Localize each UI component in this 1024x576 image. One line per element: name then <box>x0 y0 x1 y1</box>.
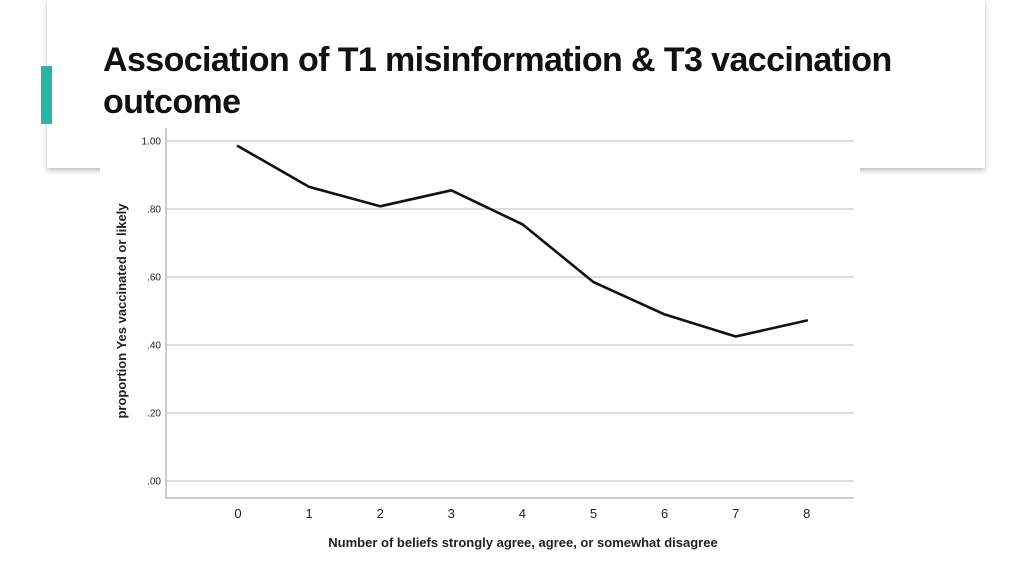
y-tick-label: 1.00 <box>142 137 162 148</box>
y-tick-label: .20 <box>147 409 161 420</box>
series-line <box>236 144 809 338</box>
x-tick-label: 8 <box>803 506 810 521</box>
y-tick-label: .40 <box>147 341 161 352</box>
x-tick-label: 6 <box>661 506 668 521</box>
x-tick-label: 4 <box>519 506 526 521</box>
y-tick-label: .60 <box>147 273 161 284</box>
accent-bar <box>41 66 52 124</box>
x-tick-label: 5 <box>590 506 597 521</box>
axis-layer <box>165 128 854 499</box>
x-tick-label: 7 <box>732 506 739 521</box>
y-axis-title: proportion Yes vaccinated or likely <box>114 203 129 419</box>
tick-labels: .00 .20 .40 .60 .80 1.00 0 1 2 3 4 5 6 7 8 <box>142 137 811 522</box>
series-layer <box>236 144 809 338</box>
x-tick-label: 2 <box>377 506 384 521</box>
x-axis-title: Number of beliefs strongly agree, agree,… <box>328 535 717 550</box>
line-chart: .00 .20 .40 .60 .80 1.00 0 1 2 3 4 5 6 7 8 Number of b… <box>114 128 854 550</box>
chart-panel: .00 .20 .40 .60 .80 1.00 0 1 2 3 4 5 6 7 8 Number of b… <box>100 118 860 568</box>
y-tick-label: .00 <box>147 477 161 488</box>
x-tick-label: 3 <box>448 506 455 521</box>
x-tick-label: 0 <box>234 506 241 521</box>
y-tick-label: .80 <box>147 205 161 216</box>
slide-title: Association of T1 misinformation & T3 va… <box>103 41 892 121</box>
x-tick-label: 1 <box>305 506 312 521</box>
grid-layer <box>166 140 854 482</box>
